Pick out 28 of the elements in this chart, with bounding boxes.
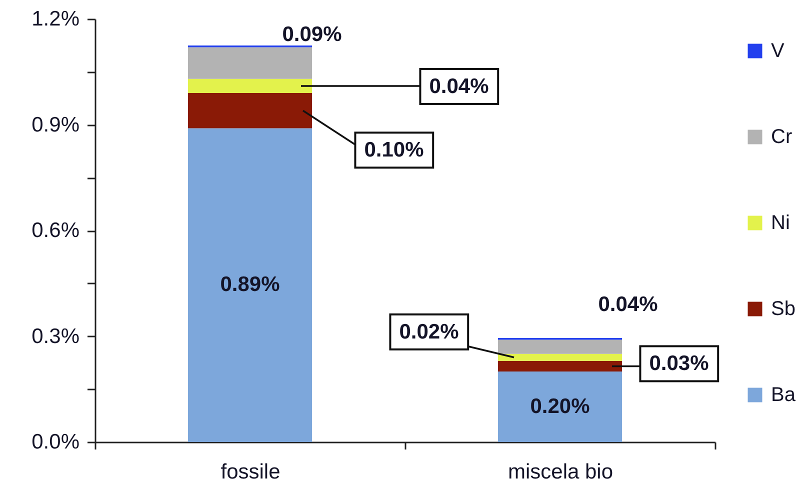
y-tick-label: 0.6% [32,219,80,242]
legend-label: V [771,40,785,62]
data-label: 0.89% [220,273,280,296]
x-tick-label: miscela bio [508,460,614,484]
data-label: 0.02% [399,320,460,344]
y-tick-label: 0.9% [32,113,80,136]
legend-label: Ba [771,384,796,406]
bar [498,354,622,361]
legend-label: Cr [771,126,792,148]
data-label: 0.04% [429,74,490,98]
bar [188,93,312,128]
legend-label: Ni [771,212,790,234]
y-tick-label: 1.2% [32,8,80,30]
bar [188,47,312,79]
bar [188,128,312,442]
data-label: 0.10% [364,138,424,162]
y-tick-label: 0.3% [32,324,80,348]
x-tick-label: fossile [220,460,280,484]
bar [188,78,312,94]
data-label: 0.04% [598,292,658,316]
legend-label: Sb [771,298,796,320]
data-label: 0.09% [282,23,342,46]
data-label: 0.03% [649,352,710,376]
y-tick-label: 0.0% [32,430,80,454]
data-label: 0.20% [530,394,590,418]
bar [498,340,622,354]
bar [498,372,622,442]
bar [498,360,622,372]
